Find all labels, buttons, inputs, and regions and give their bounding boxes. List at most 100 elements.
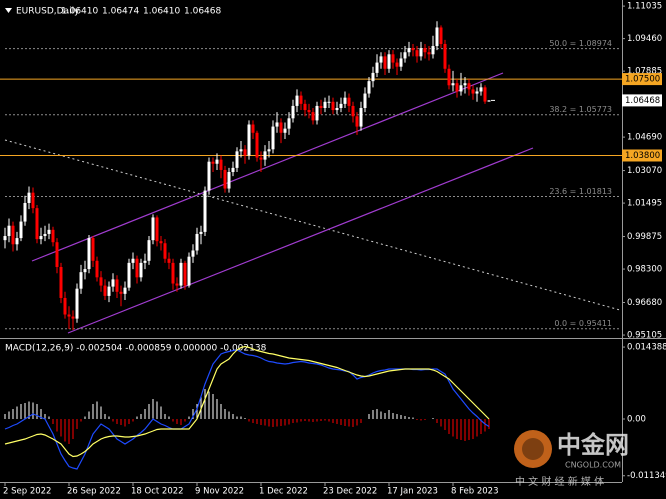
candle-body	[467, 83, 471, 90]
candle-body	[79, 272, 83, 289]
candle-body	[159, 241, 163, 244]
symbol-title: EURUSD,Daily	[16, 7, 80, 17]
fib-label: 38.2 = 1.05773	[549, 105, 612, 114]
candle-body	[175, 283, 179, 286]
candle-body	[15, 238, 19, 245]
watermark-site: CNGOLD.COM	[565, 461, 621, 470]
y-tick-label: 1.04690	[627, 133, 662, 143]
candle-body	[167, 258, 171, 263]
candle-body	[127, 262, 131, 288]
fib-label: 23.6 = 1.01813	[549, 187, 612, 196]
collapse-arrow[interactable]	[5, 8, 12, 13]
candle-body	[223, 169, 227, 189]
candle-body	[343, 97, 347, 104]
y-tick-label: 0.99875	[627, 232, 662, 242]
y-tick-label: 1.07885	[627, 67, 662, 77]
candle-body	[55, 242, 59, 267]
candle-body	[59, 266, 63, 298]
drawing-objects	[4, 72, 621, 334]
candle-body	[383, 56, 387, 69]
candle-body	[47, 229, 51, 234]
candle-body	[31, 192, 35, 209]
candle-body	[63, 297, 67, 315]
candle-body	[195, 233, 199, 251]
fib-label: 50.0 = 1.08974	[549, 39, 612, 48]
candle-body	[103, 285, 107, 296]
channel-upper	[31, 72, 504, 262]
candle-body	[243, 149, 247, 156]
header-open: 1.06410	[61, 7, 98, 17]
candle-body	[215, 159, 219, 164]
candle-body	[315, 105, 319, 121]
candle-body	[271, 126, 275, 150]
x-tick-label: 18 Oct 2022	[131, 487, 184, 497]
candle-body	[411, 48, 415, 51]
candle-body	[207, 161, 211, 191]
candle-body	[231, 167, 235, 173]
candle-body	[307, 110, 311, 113]
candle-body	[475, 91, 479, 94]
candle-body	[311, 112, 315, 121]
candle-body	[487, 100, 491, 102]
candle-body	[7, 225, 11, 237]
candle-body	[3, 236, 7, 241]
candle-body	[247, 124, 251, 156]
candle-body	[347, 97, 351, 106]
candle-body	[471, 89, 475, 94]
candle-body	[71, 316, 75, 319]
candle-body	[279, 122, 283, 133]
candle-body	[319, 105, 323, 108]
header-low: 1.06410	[143, 7, 180, 17]
candle-body	[387, 54, 391, 69]
candle-body	[303, 103, 307, 111]
candle-body	[283, 128, 287, 133]
candle-body	[67, 314, 71, 317]
candle-body	[187, 256, 191, 286]
signal-line	[4, 345, 490, 458]
candle-body	[483, 87, 487, 102]
candle-body	[199, 231, 203, 234]
y-tick-label: 1.01495	[627, 199, 662, 209]
candle-body	[419, 48, 423, 57]
y-tick-label: 1.11035	[627, 2, 662, 12]
candle-body	[43, 233, 47, 237]
macd-title: MACD(12,26,9) -0.002504 -0.000859 0.0000…	[5, 344, 267, 354]
candle-body	[91, 238, 95, 261]
y-tick-label: 0.95105	[627, 331, 662, 341]
price-label-box	[622, 73, 662, 86]
candle-body	[295, 95, 299, 106]
candle-body	[19, 221, 23, 239]
watermark-logo-inner	[522, 438, 544, 460]
watermark-slogan: 中 文 财 经 新 媒 体	[515, 475, 604, 488]
candle-body	[111, 279, 115, 287]
candle-body	[51, 229, 55, 243]
price-label: 1.07500	[625, 75, 660, 85]
candle-body	[251, 124, 255, 133]
candle-body	[455, 83, 459, 92]
candle-body	[427, 52, 431, 55]
candle-body	[227, 172, 231, 189]
candle-body	[423, 48, 427, 53]
candle-body	[415, 50, 419, 57]
watermark: 中金网 CNGOLD.COM 中 文 财 经 新 媒 体	[514, 430, 629, 488]
candle-body	[371, 72, 375, 82]
candle-body	[403, 52, 407, 59]
candle-body	[323, 101, 327, 108]
candle-body	[443, 43, 447, 69]
candle-body	[11, 225, 15, 245]
candle-body	[155, 217, 159, 242]
candle-body	[255, 132, 259, 158]
candle-body	[447, 68, 451, 86]
candle-body	[363, 93, 367, 108]
candle-body	[87, 238, 91, 270]
candle-body	[147, 240, 151, 261]
candle-body	[439, 27, 443, 44]
candle-body	[259, 157, 263, 160]
candle-body	[431, 46, 435, 55]
candle-body	[135, 258, 139, 278]
candle-body	[99, 277, 103, 286]
candle-body	[299, 95, 303, 104]
candle-body	[335, 107, 339, 111]
